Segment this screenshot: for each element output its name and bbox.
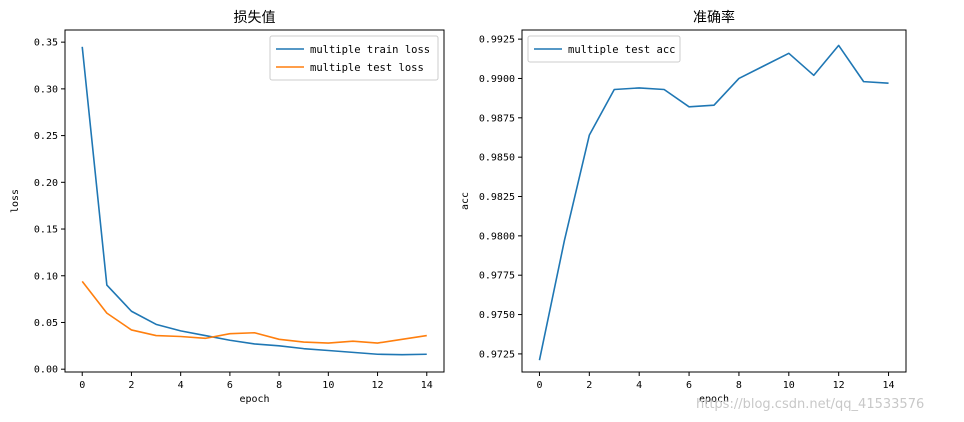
plot-frame xyxy=(64,29,445,373)
x-axis-label: epoch xyxy=(239,394,269,405)
y-tick-label: 0.10 xyxy=(34,271,58,282)
legend-box xyxy=(269,35,439,81)
y-axis-label: loss xyxy=(10,189,21,213)
x-tick-label: 0 xyxy=(536,380,542,391)
y-tick-label: 0.9825 xyxy=(479,192,515,203)
legend: multiple train loss multiple test loss xyxy=(269,35,439,81)
y-tick-label: 0.9875 xyxy=(479,113,515,124)
x-tick-label: 14 xyxy=(883,380,895,391)
watermark-text: https://blog.csdn.net/qq_41533576 xyxy=(696,397,924,412)
series-line-multiple-test-loss xyxy=(81,280,427,344)
x-axis-label: epoch xyxy=(699,394,729,405)
y-tick-label: 0.9925 xyxy=(479,35,515,46)
y-tick-label: 0.00 xyxy=(34,365,58,376)
y-tick-label: 0.25 xyxy=(34,131,58,142)
legend: multiple test acc xyxy=(527,35,681,63)
y-tick-label: 0.15 xyxy=(34,225,58,236)
x-tick-label: 8 xyxy=(276,380,282,391)
y-tick-label: 0.35 xyxy=(34,38,58,49)
y-tick-label: 0.9800 xyxy=(479,231,515,242)
legend-label: multiple test loss xyxy=(310,62,424,74)
legend-box xyxy=(527,35,681,63)
y-tick-label: 0.9725 xyxy=(479,349,515,360)
y-tick-label: 0.9775 xyxy=(479,271,515,282)
x-tick-label: 6 xyxy=(227,380,233,391)
x-tick-label: 2 xyxy=(128,380,134,391)
chart-title: 准确率 xyxy=(693,9,735,26)
x-tick-label: 8 xyxy=(736,380,742,391)
y-axis-label: acc xyxy=(460,192,471,210)
x-tick-label: 4 xyxy=(178,380,184,391)
chart-title: 损失值 xyxy=(234,10,276,26)
accuracy-chart: 0 2 4 6 8 10 12 14 0.9725 0.9750 0.9775 0.9800 0.982… xyxy=(460,9,907,405)
x-tick-label: 4 xyxy=(636,380,642,391)
x-tick-label: 6 xyxy=(686,380,692,391)
legend-label: multiple test acc xyxy=(568,44,675,56)
x-tick-label: 12 xyxy=(833,380,845,391)
y-tick-label: 0.9850 xyxy=(479,153,515,164)
plot-frame xyxy=(521,29,907,373)
x-tick-label: 2 xyxy=(586,380,592,391)
loss-chart: 0 2 4 6 8 10 12 14 0.00 0.05 0.10 0.15 0.20 0.25 0.30 0… xyxy=(10,10,445,405)
y-tick-label: 0.9900 xyxy=(479,74,515,85)
y-tick-label: 0.30 xyxy=(34,84,58,95)
legend-label: multiple train loss xyxy=(310,44,430,56)
y-tick-label: 0.05 xyxy=(34,318,58,329)
x-tick-label: 12 xyxy=(372,380,384,391)
series-line-multiple-train-loss xyxy=(81,46,427,356)
series-line-multiple-test-acc xyxy=(538,44,889,361)
y-tick-label: 0.9750 xyxy=(479,310,515,321)
x-tick-label: 10 xyxy=(322,380,334,391)
y-tick-label: 0.20 xyxy=(34,178,58,189)
x-tick-label: 10 xyxy=(783,380,795,391)
x-tick-label: 14 xyxy=(421,380,433,391)
x-tick-label: 0 xyxy=(79,380,85,391)
